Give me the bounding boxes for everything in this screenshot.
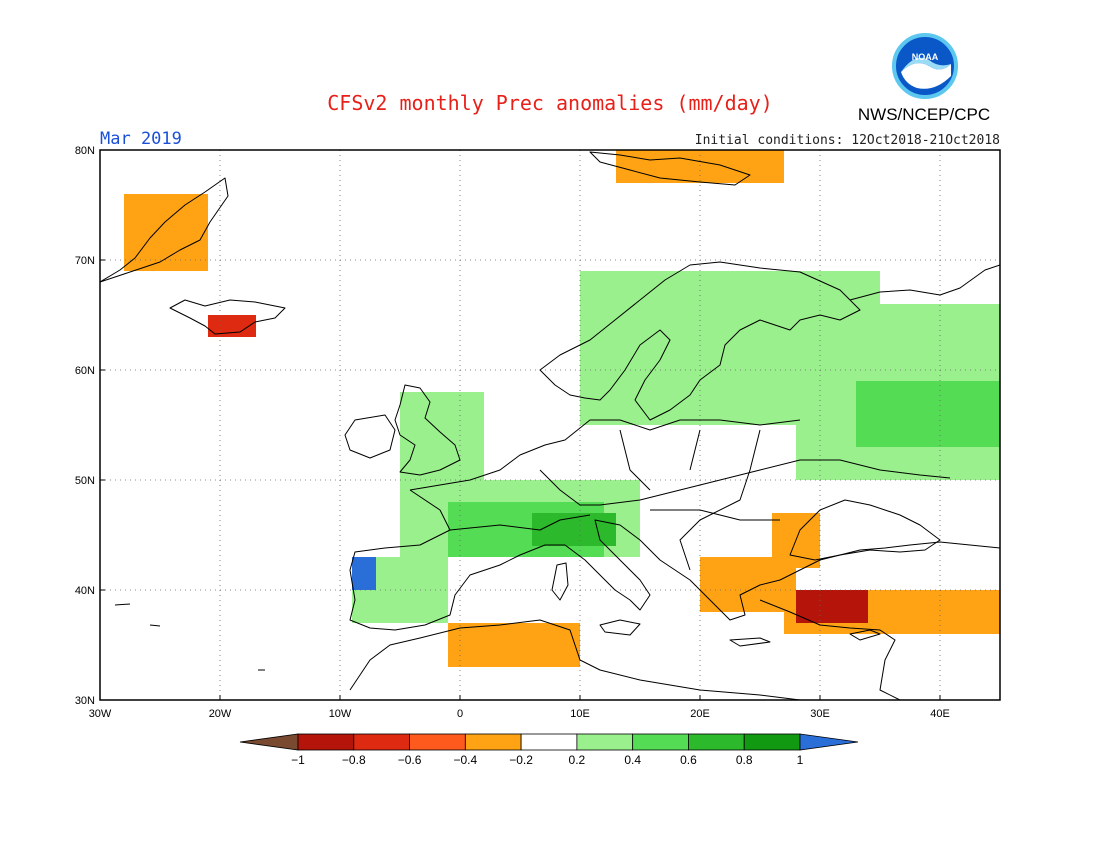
anomaly-region-14 (124, 194, 208, 271)
colorbar-tick-label: −0.6 (398, 753, 422, 767)
latitude-tick-label: 50N (75, 475, 95, 487)
month-label: Mar 2019 (100, 129, 182, 149)
latitude-tick-label: 70N (75, 255, 95, 267)
anomaly-region-15 (616, 150, 784, 183)
coastlines (100, 151, 1000, 700)
anomaly-field (124, 150, 1000, 667)
map-frame (99, 149, 1001, 701)
anomaly-region-13 (448, 623, 580, 667)
colorbar-swatch (297, 733, 355, 751)
initial-conditions-label: Initial conditions: 12Oct2018-21Oct2018 (695, 133, 1000, 148)
longitude-tick-label: 20E (690, 708, 710, 720)
colorbar-swatch (464, 733, 522, 751)
figure-title: CFSv2 monthly Prec anomalies (mm/day) (327, 91, 773, 115)
longitude-tick-label: 10W (329, 708, 352, 720)
latitude-tick-label: 60N (75, 365, 95, 377)
colorbar: −1 −0.8 −0.6 −0.4 −0.2 0.2 0.4 0.6 0.8 1 (239, 733, 859, 767)
latitude-tick-label: 40N (75, 585, 95, 597)
latitude-tick-label: 30N (75, 695, 95, 707)
noaa-logo-icon: NOAA (892, 33, 958, 99)
longitude-tick-label: 20W (209, 708, 232, 720)
latitude-tick-label: 80N (75, 145, 95, 157)
anomaly-region-3 (400, 392, 484, 480)
longitude-tick-labels: 30W 20W 10W 0 10E 20E 30E 40E (89, 695, 950, 720)
colorbar-tick-label: −0.8 (342, 753, 366, 767)
colorbar-low-extension (239, 733, 299, 751)
colorbar-tick-label: −0.4 (453, 753, 477, 767)
colorbar-swatch (409, 733, 466, 751)
colorbar-tick-label: 0.4 (624, 753, 641, 767)
colorbar-swatch (576, 733, 634, 751)
colorbar-tick-label: −1 (291, 753, 305, 767)
longitude-tick-label: 0 (457, 708, 463, 720)
agency-label: NWS/NCEP/CPC (858, 105, 990, 124)
longitude-tick-label: 30W (89, 708, 112, 720)
anomaly-region-6 (532, 513, 616, 546)
colorbar-swatch (520, 733, 578, 751)
colorbar-swatch (353, 733, 410, 751)
colorbar-swatch (743, 733, 801, 751)
anomaly-region-8 (352, 557, 376, 590)
latitude-tick-labels: 30N 40N 50N 60N 70N 80N (75, 145, 105, 707)
colorbar-tick-label: 1 (797, 753, 804, 767)
anomaly-region-2 (856, 381, 1000, 447)
colorbar-tick-label: 0.2 (569, 753, 586, 767)
longitude-tick-label: 30E (810, 708, 830, 720)
noaa-logo-text: NOAA (912, 52, 939, 62)
colorbar-high-extension (799, 733, 859, 751)
colorbar-tick-label: 0.8 (736, 753, 753, 767)
longitude-tick-label: 40E (930, 708, 950, 720)
colorbar-tick-label: 0.6 (680, 753, 697, 767)
longitude-tick-label: 10E (570, 708, 590, 720)
colorbar-tick-label: −0.2 (509, 753, 533, 767)
colorbar-swatch (632, 733, 689, 751)
anomaly-region-10 (796, 590, 868, 623)
colorbar-swatch (688, 733, 745, 751)
